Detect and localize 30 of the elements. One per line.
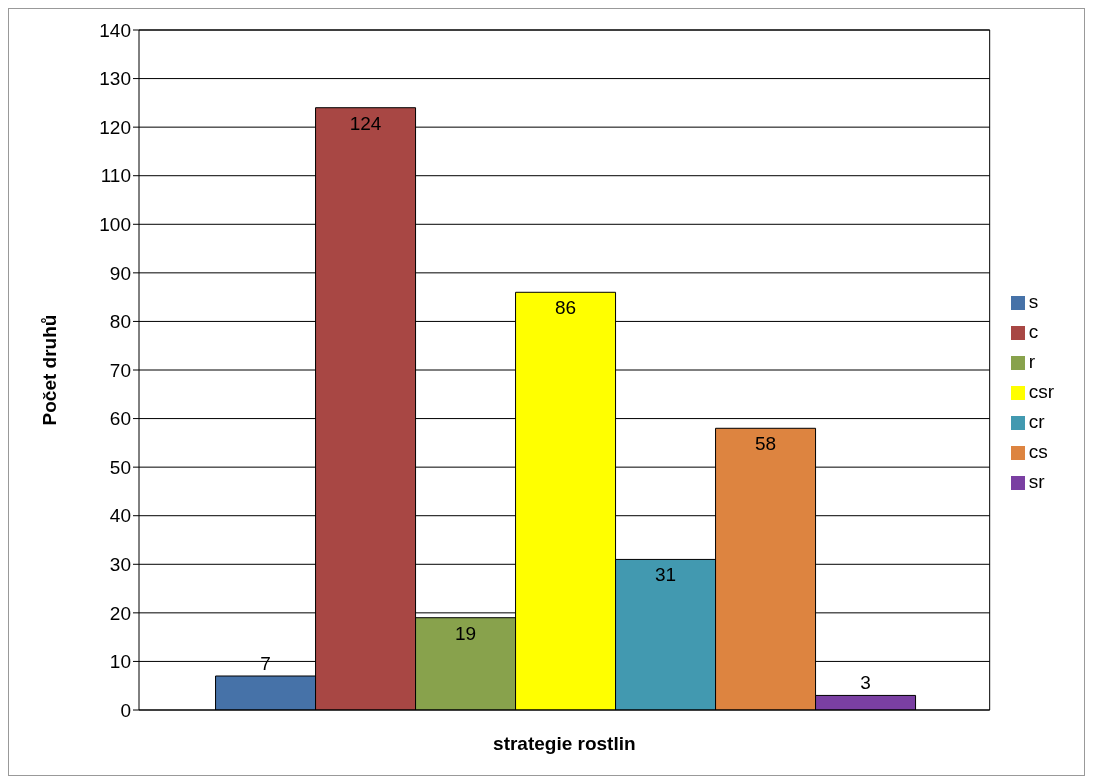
y-tick-label: 0 <box>120 699 131 721</box>
y-tick-label: 40 <box>109 505 131 527</box>
data-label: 58 <box>754 433 777 455</box>
y-tick-label: 50 <box>109 456 131 478</box>
y-tick-label: 30 <box>109 554 131 576</box>
legend-label: cr <box>1028 411 1045 432</box>
y-tick-label: 100 <box>99 214 131 236</box>
legend-label: r <box>1028 351 1035 372</box>
data-label: 31 <box>654 564 677 586</box>
data-label: 86 <box>554 297 577 319</box>
y-tick-label: 70 <box>109 359 131 381</box>
legend-label: sr <box>1028 471 1045 492</box>
legend-label: csr <box>1028 381 1054 402</box>
y-tick-label: 110 <box>100 165 131 187</box>
legend-label: s <box>1028 291 1039 312</box>
x-axis-title: strategie rostlin <box>493 733 636 754</box>
y-tick-label: 10 <box>109 651 131 673</box>
data-label: 19 <box>454 622 477 644</box>
data-label: 124 <box>349 112 382 134</box>
y-tick-label: 120 <box>99 116 131 138</box>
y-tick-label: 60 <box>109 408 131 430</box>
legend-label: c <box>1028 321 1039 342</box>
y-tick-label: 130 <box>99 68 131 90</box>
y-tick-label: 20 <box>109 602 131 624</box>
y-axis-title: Počet druhů <box>38 314 60 426</box>
data-label: 3 <box>860 672 871 694</box>
legend-label: cs <box>1028 441 1048 462</box>
y-tick-label: 80 <box>109 311 131 333</box>
y-tick-label: 90 <box>109 262 131 284</box>
y-tick-label: 140 <box>99 19 131 41</box>
